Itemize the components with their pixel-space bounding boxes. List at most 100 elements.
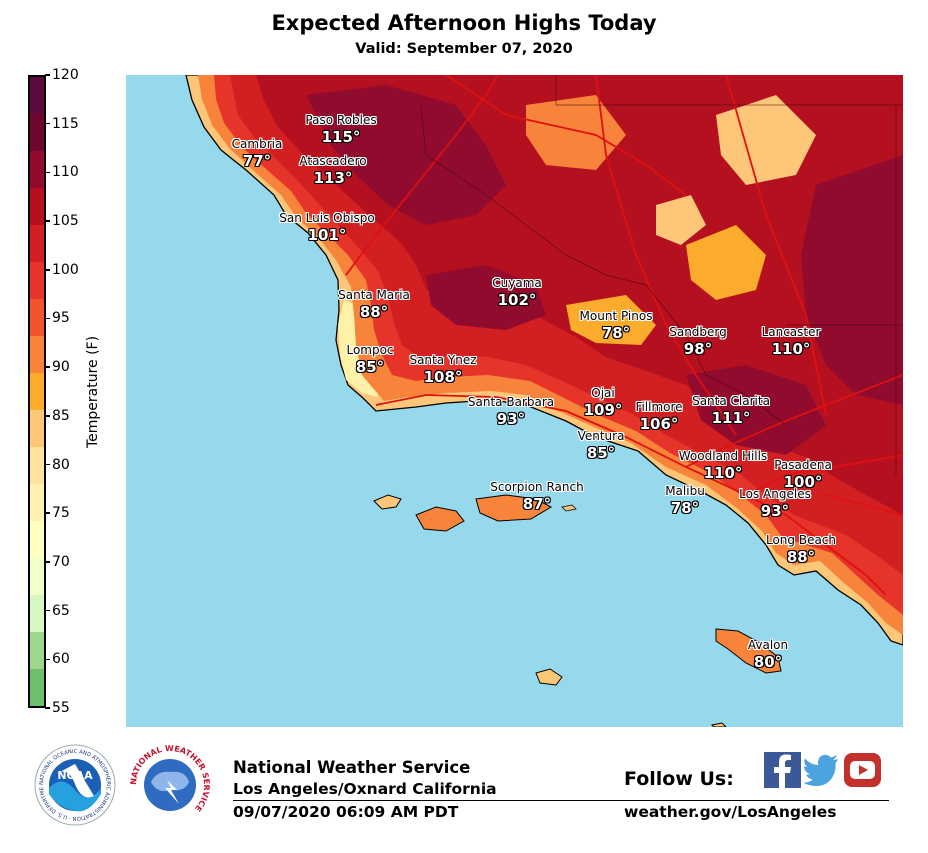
- city-name: Paso Robles: [305, 113, 377, 127]
- city-temperature: 108°: [423, 368, 463, 386]
- colorbar-segment: [30, 373, 44, 410]
- colorbar-tick-label: 105: [52, 213, 79, 230]
- island-san-clemente: [710, 722, 727, 727]
- colorbar-tick-mark: [45, 366, 50, 368]
- city-name: Woodland Hills: [678, 449, 768, 463]
- island-san-miguel: [373, 494, 402, 510]
- island-san-nicolas: [535, 668, 563, 686]
- hot-core-inland: [801, 155, 903, 405]
- city-temperature: 110°: [703, 464, 743, 482]
- city-temperature: 93°: [496, 410, 526, 428]
- footer-divider: [233, 800, 889, 801]
- city-temperature: 77°: [242, 152, 272, 170]
- county-lines: [420, 75, 903, 475]
- city-temperature: 88°: [359, 303, 389, 321]
- city-label: Paso Robles 115°: [305, 113, 376, 146]
- facebook-icon[interactable]: [764, 752, 801, 788]
- colorbar-tick-mark: [45, 74, 50, 76]
- colorbar-segment: [30, 77, 44, 114]
- colorbar-tick-mark: [45, 658, 50, 661]
- city-temperature: 115°: [321, 128, 361, 146]
- colorbar-segment: [30, 151, 44, 188]
- colorbar-tick-label: 90: [52, 359, 70, 376]
- website-link[interactable]: weather.gov/LosAngeles: [624, 803, 837, 821]
- city-label: Los Angeles 93°: [739, 487, 811, 520]
- colorbar-label: Temperature (F): [85, 335, 101, 449]
- city-label: Cuyama 102°: [492, 276, 541, 309]
- mountain-cool-3: [716, 95, 816, 185]
- city-label: Pasadena 100°: [774, 458, 832, 491]
- city-name: Cuyama: [492, 276, 542, 290]
- city-name: Santa Clarita: [692, 394, 770, 408]
- twitter-icon[interactable]: [803, 752, 840, 788]
- colorbar-tick-label: 95: [52, 310, 70, 327]
- valid-date: Valid: September 07, 2020: [355, 41, 573, 57]
- colorbar-tick-label: 80: [52, 456, 70, 473]
- city-name: Pasadena: [774, 458, 832, 472]
- colorbar-tick-mark: [45, 220, 50, 222]
- city-temperature: 78°: [601, 324, 631, 342]
- colorbar-segment: [30, 447, 44, 484]
- city-label: San Luis Obispo 101°: [279, 211, 374, 244]
- colorbar-tick-mark: [45, 317, 50, 320]
- city-label: Lancaster 110°: [762, 325, 821, 358]
- colorbar-segment: [30, 299, 44, 336]
- temperature-colorbar: [28, 75, 46, 708]
- colorbar-segment: [30, 262, 44, 299]
- island-anacapa: [561, 504, 577, 512]
- colorbar-tick-label: 120: [52, 67, 79, 83]
- city-name: Cambria: [231, 137, 283, 151]
- colorbar-tick-mark: [45, 415, 50, 417]
- colorbar-tick-mark: [45, 269, 50, 271]
- colorbar-segment: [30, 336, 44, 373]
- colorbar-tick-mark: [45, 171, 50, 174]
- island-santa-catalina: [715, 628, 782, 674]
- hot-core-salinas: [306, 85, 506, 225]
- mountain-cool-2: [686, 225, 766, 300]
- city-name: Santa Maria: [338, 288, 410, 302]
- city-name: Long Beach: [765, 533, 837, 547]
- city-temperature: 93°: [760, 502, 790, 520]
- city-name: Los Angeles: [739, 487, 811, 501]
- colorbar-tick-label: 110: [52, 164, 79, 181]
- colorbar-tick-label: 85: [52, 407, 70, 424]
- hot-core-cuyama: [426, 265, 546, 330]
- youtube-icon[interactable]: [844, 752, 881, 788]
- colorbar-tick-label: 65: [52, 602, 70, 619]
- office-name: Los Angeles/Oxnard California: [233, 780, 497, 798]
- city-name: Ojai: [591, 386, 615, 400]
- city-temperature: 110°: [771, 340, 811, 358]
- noaa-logo: NATIONAL OCEANIC AND ATMOSPHERIC ADMINIS…: [34, 744, 116, 826]
- city-temperature: 85°: [355, 358, 385, 376]
- colorbar-tick-mark: [45, 707, 50, 709]
- city-name: Ventura: [577, 429, 625, 443]
- nws-logo: NATIONAL WEATHER SERVICE: [128, 743, 212, 827]
- map-title: Expected Afternoon Highs Today: [271, 11, 657, 35]
- city-label: Long Beach 88°: [766, 533, 836, 566]
- city-label: Santa Barbara 93°: [468, 395, 554, 428]
- organization-name: National Weather Service: [233, 758, 471, 777]
- city-label: Santa Ynez 108°: [409, 353, 476, 386]
- colorbar-tick-mark: [45, 463, 50, 466]
- colorbar-tick-mark: [45, 512, 50, 514]
- issued-timestamp: 09/07/2020 06:09 AM PDT: [233, 803, 459, 821]
- city-name: Scorpion Ranch: [490, 480, 584, 494]
- map-terrain: [185, 75, 903, 727]
- city-temperature: 106°: [639, 415, 679, 433]
- city-name: Atascadero: [299, 154, 367, 168]
- colorbar-segment: [30, 632, 44, 669]
- highways: [345, 75, 903, 596]
- temperature-map: Paso Robles 115° Cambria 77° Atascadero 113° S…: [126, 75, 903, 727]
- city-temperature: 102°: [497, 291, 537, 309]
- city-label: Mount Pinos 78°: [580, 309, 653, 342]
- city-label: Lompoc 85°: [346, 343, 393, 376]
- city-label: Malibu 78°: [665, 484, 705, 517]
- colorbar-segment: [30, 558, 44, 595]
- city-label: Scorpion Ranch 87°: [490, 480, 583, 513]
- city-label: Avalon 80°: [748, 638, 788, 671]
- city-temperature: 109°: [583, 401, 623, 419]
- city-label: Ojai 109°: [584, 386, 623, 419]
- city-name: Lompoc: [346, 343, 394, 357]
- mountain-cool-1: [566, 295, 656, 345]
- city-label: Santa Clarita 111°: [692, 394, 770, 427]
